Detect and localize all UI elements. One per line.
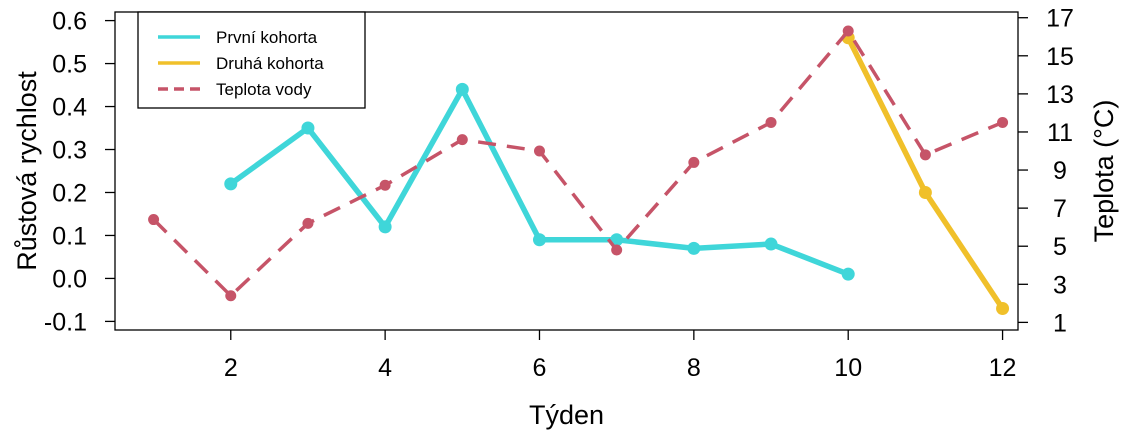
x-tick-label: 6 <box>533 354 547 382</box>
data-point <box>688 156 700 168</box>
data-point <box>919 149 931 161</box>
data-point <box>148 214 160 226</box>
y2-axis-title: Teplota (°C) <box>1089 100 1119 243</box>
data-point <box>225 290 237 302</box>
series-2 <box>841 31 1010 316</box>
series-line <box>845 36 1005 311</box>
data-point <box>379 179 391 191</box>
axes-frame <box>114 11 1019 331</box>
legend-label: Teplota vody <box>216 80 312 99</box>
y-axis-title: Růstová rychlost <box>12 71 42 271</box>
data-point <box>997 116 1009 128</box>
data-point <box>765 116 777 128</box>
legend-label: Druhá kohorta <box>216 54 324 73</box>
data-point <box>610 233 624 247</box>
data-point <box>611 244 623 256</box>
y2-tick-label: 9 <box>1053 157 1067 185</box>
y-tick-label: 0.3 <box>52 137 87 165</box>
data-point <box>302 217 314 229</box>
y2-tick-label: 3 <box>1053 271 1067 299</box>
legend: První kohorta Druhá kohorta Teplota vody <box>137 11 366 109</box>
data-point <box>455 82 469 96</box>
y2-tick-label: 11 <box>1047 119 1073 147</box>
x-tick-label: 8 <box>687 354 701 382</box>
y2-tick-label: 13 <box>1046 81 1074 109</box>
data-point <box>532 233 546 247</box>
data-point <box>918 185 932 199</box>
legend-label: První kohorta <box>216 28 318 47</box>
legend-box <box>137 11 366 109</box>
data-point <box>687 241 701 255</box>
data-point <box>764 237 778 251</box>
series-1 <box>224 82 855 281</box>
y-tick-label: 0.5 <box>52 51 87 79</box>
y-tick-label: 0.0 <box>52 265 87 293</box>
tick-layer: 2 4 6 8 10 12-0.10.00.10.20.30.40.50.61357911… <box>44 5 1074 382</box>
data-point <box>841 267 855 281</box>
y-tick-label: -0.1 <box>44 308 87 336</box>
data-point <box>533 145 545 157</box>
plot-frame <box>114 11 1019 331</box>
y2-tick-label: 15 <box>1046 43 1074 71</box>
data-point <box>224 177 238 191</box>
data-point <box>996 302 1010 316</box>
series-line <box>152 29 1004 298</box>
y2-tick-label: 5 <box>1053 233 1067 261</box>
y-tick-label: 0.6 <box>52 8 87 36</box>
data-point <box>301 121 315 135</box>
y2-tick-label: 17 <box>1046 5 1074 33</box>
x-tick-label: 10 <box>834 354 862 382</box>
series-layer <box>148 25 1010 316</box>
y2-tick-label: 7 <box>1053 195 1067 223</box>
series-3 <box>148 25 1009 302</box>
data-point <box>842 25 854 37</box>
series-line <box>229 86 850 277</box>
x-tick-label: 12 <box>989 354 1017 382</box>
data-point <box>378 220 392 234</box>
x-tick-label: 4 <box>378 354 392 382</box>
x-tick-label: 2 <box>224 354 238 382</box>
y-tick-label: 0.1 <box>52 222 87 250</box>
data-point <box>456 134 468 146</box>
y-tick-label: 0.4 <box>52 94 87 122</box>
x-axis-title: Týden <box>529 400 604 430</box>
y-tick-label: 0.2 <box>52 179 87 207</box>
y2-tick-label: 1 <box>1053 309 1067 337</box>
